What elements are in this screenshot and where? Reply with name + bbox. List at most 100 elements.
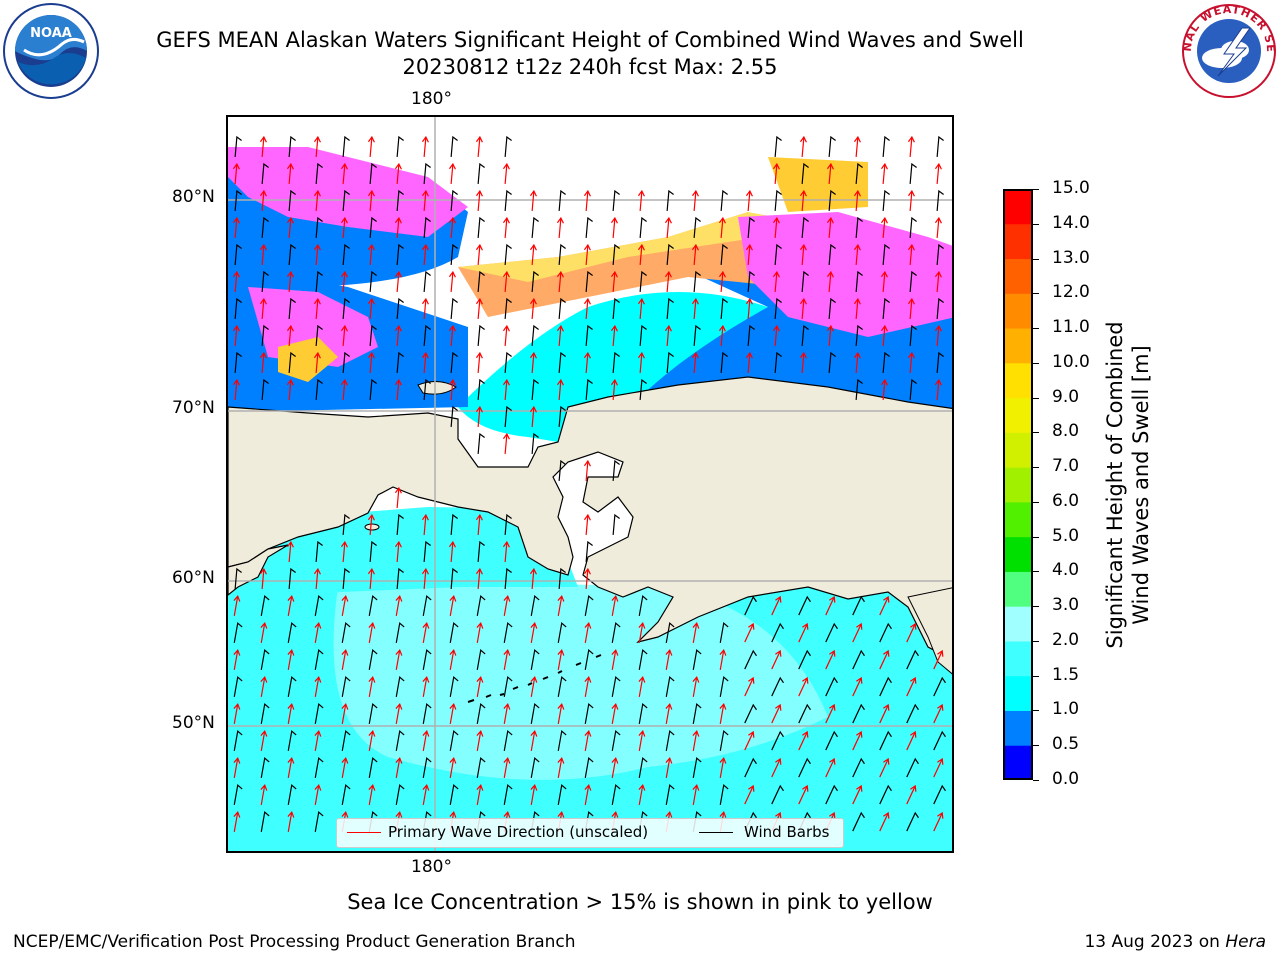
machine-name: Hera (1225, 932, 1266, 952)
wind-barb (314, 703, 324, 724)
noaa-logo: NOAA (2, 2, 100, 100)
wind-barb (314, 649, 324, 670)
wind-barb (855, 270, 863, 293)
wind-barb (504, 189, 512, 212)
colorbar-tick-label: 10.0 (1052, 351, 1090, 372)
wave-direction-arrow (745, 297, 753, 320)
wind-barb (744, 595, 757, 616)
wind-barb (611, 676, 621, 697)
wave-direction-arrow (719, 649, 727, 670)
wave-direction-arrow (799, 243, 807, 266)
wind-barb (476, 703, 486, 724)
wind-barb (798, 595, 811, 616)
wave-direction-arrow (718, 216, 726, 239)
wind-barb (584, 703, 594, 724)
wave-direction-arrow (907, 297, 915, 320)
wave-direction-arrow (475, 297, 483, 320)
colorbar-bin (1003, 223, 1033, 260)
wave-direction-arrow (259, 297, 267, 320)
wind-barb (450, 135, 458, 158)
latitude-label-50: 50°N (172, 713, 215, 733)
wave-direction-arrow (637, 243, 645, 266)
wind-barb (504, 351, 512, 374)
colorbar-bin (1003, 432, 1033, 468)
wave-direction-arrow (314, 676, 322, 697)
wave-direction-arrow (879, 595, 890, 616)
colorbar-tick-mark (1033, 780, 1039, 781)
wind-barb (477, 216, 485, 239)
wave-direction-arrow (852, 676, 863, 697)
wave-direction-arrow (584, 730, 592, 751)
wave-direction-arrow (610, 216, 618, 239)
wind-barb (719, 622, 729, 643)
wind-barb (612, 351, 620, 374)
wave-direction-arrow (745, 243, 753, 266)
wind-barb (557, 622, 567, 643)
wave-direction-arrow (286, 162, 294, 185)
wave-direction-arrow (691, 243, 699, 266)
wind-barb (719, 676, 729, 697)
wind-barb (369, 270, 377, 293)
wave-direction-arrow (771, 595, 782, 616)
wind-barb (530, 757, 540, 778)
wind-barb (828, 189, 836, 212)
wind-barb (450, 405, 458, 428)
wave-direction-arrow (395, 595, 403, 616)
wind-barb (369, 216, 377, 239)
wind-barb (558, 243, 566, 266)
wind-barb (504, 513, 512, 536)
wind-barb (288, 135, 296, 158)
wave-direction-arrow (368, 730, 376, 751)
wind-barb (287, 622, 297, 643)
wave-direction-arrow (744, 676, 755, 697)
wave-direction-arrow (664, 270, 672, 293)
wave-direction-arrow (664, 324, 672, 347)
wave-direction-arrow (287, 703, 295, 724)
wind-barb (530, 649, 540, 670)
sea-ice-nw (228, 147, 468, 237)
wind-barb (720, 297, 728, 320)
wind-barb (747, 216, 755, 239)
wind-barb (342, 135, 350, 158)
wave-direction-arrow (260, 730, 268, 751)
colorbar-bin (1003, 710, 1033, 746)
wind-barb (395, 622, 405, 643)
wind-barb (477, 432, 485, 455)
wind-barb (450, 351, 458, 374)
wave-direction-arrow (368, 676, 376, 697)
wave-direction-arrow (853, 351, 861, 374)
colorbar-tick-label: 8.0 (1052, 421, 1080, 442)
wave-direction-arrow (799, 189, 807, 212)
wind-barb (450, 567, 458, 590)
wind-barb (744, 649, 757, 670)
wave-direction-arrow (584, 784, 592, 805)
wind-barb (314, 811, 324, 832)
wave-direction-arrow (395, 703, 403, 724)
wind-barb (315, 540, 323, 563)
wind-barb (747, 270, 755, 293)
colorbar-tick-mark (1033, 640, 1039, 642)
wind-barb (396, 297, 404, 320)
wind-barb (666, 243, 674, 266)
wind-barb (287, 784, 297, 805)
colorbar-tick-mark (1033, 606, 1039, 608)
wind-barb (933, 784, 946, 805)
wave-direction-arrow (422, 784, 430, 805)
chart-title: GEFS MEAN Alaskan Waters Significant Hei… (156, 28, 1024, 52)
wind-barb (288, 297, 296, 320)
wind-barb (476, 595, 486, 616)
wave-direction-arrow (879, 703, 890, 724)
wind-barb (396, 243, 404, 266)
wind-barb (558, 297, 566, 320)
wave-direction-arrow (880, 378, 888, 401)
wind-barb (557, 784, 567, 805)
colorbar-tick-label: 3.0 (1052, 595, 1080, 616)
wind-barb (801, 324, 809, 347)
wave-direction-arrow (584, 676, 592, 697)
wind-barb (342, 351, 350, 374)
wind-barb (638, 649, 648, 670)
wave-direction-arrow (798, 622, 809, 643)
colorbar-tick-label: 15.0 (1052, 178, 1090, 198)
colorbar-tick-mark (1033, 467, 1039, 469)
wave-direction-arrow (637, 351, 645, 374)
